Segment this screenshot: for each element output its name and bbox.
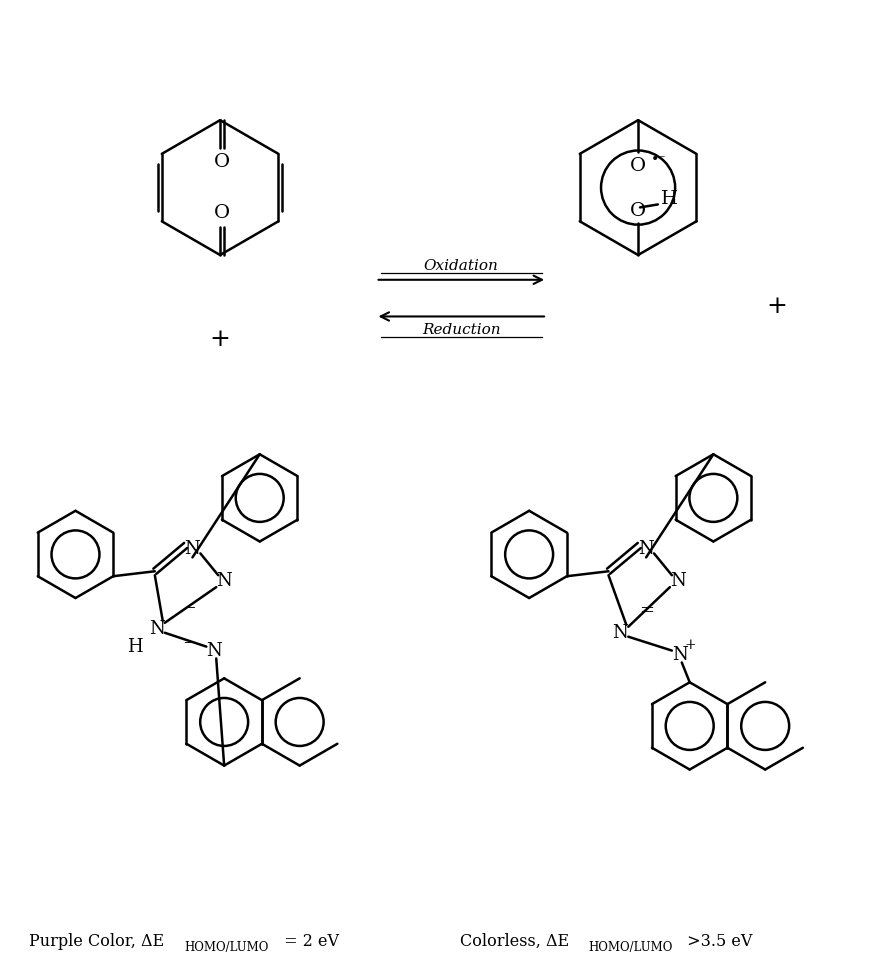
Text: HOMO/LUMO: HOMO/LUMO [184, 941, 268, 954]
Text: >3.5 eV: >3.5 eV [681, 932, 752, 950]
Text: +: + [684, 638, 695, 651]
Text: H: H [660, 191, 678, 208]
Text: Purple Color, ΔE: Purple Color, ΔE [29, 932, 164, 950]
Text: –: – [182, 633, 192, 650]
Text: O: O [214, 204, 230, 223]
Text: N: N [149, 620, 165, 638]
Text: +: + [210, 328, 231, 351]
Text: N: N [216, 573, 232, 590]
Text: Reduction: Reduction [422, 324, 500, 337]
Text: O: O [214, 153, 230, 171]
Text: N: N [612, 624, 628, 642]
Text: N: N [638, 540, 653, 559]
Text: Colorless, ΔE: Colorless, ΔE [460, 932, 568, 950]
Text: HOMO/LUMO: HOMO/LUMO [588, 941, 672, 954]
Text: +: + [766, 295, 787, 318]
Text: H: H [127, 638, 143, 655]
Text: = 2 eV: = 2 eV [278, 932, 339, 950]
Text: –: – [185, 598, 196, 616]
Text: •⁻: •⁻ [650, 153, 666, 167]
Text: Oxidation: Oxidation [424, 259, 498, 273]
Text: O: O [630, 156, 645, 175]
Text: N: N [206, 642, 222, 660]
Text: N: N [671, 645, 687, 664]
Text: =: = [638, 602, 654, 620]
Text: N: N [184, 540, 200, 559]
Text: O: O [630, 202, 645, 221]
Text: N: N [669, 573, 685, 590]
